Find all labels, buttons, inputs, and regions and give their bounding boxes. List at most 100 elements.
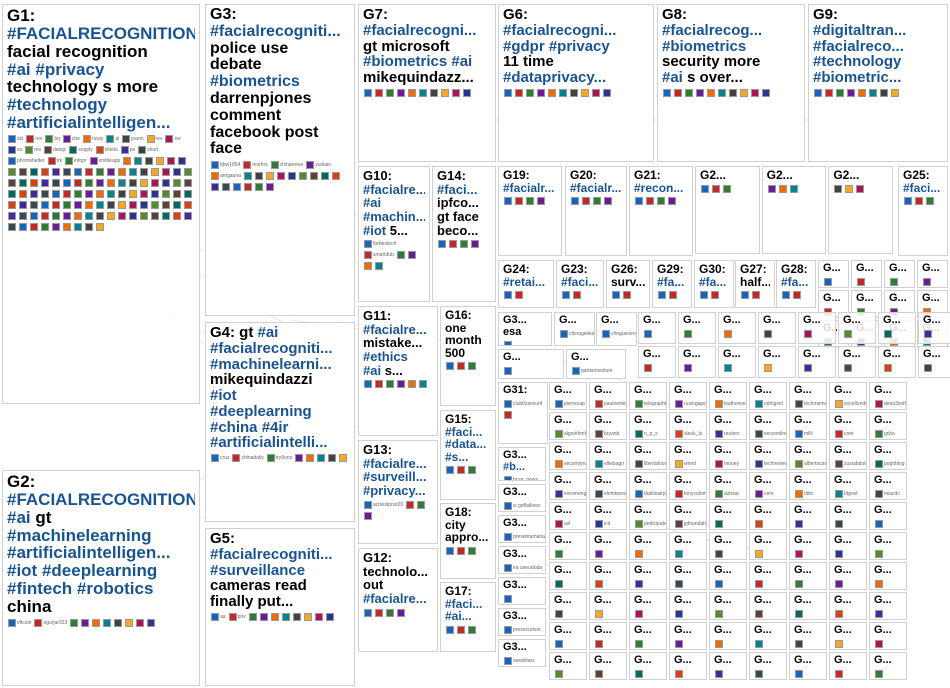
network-node	[266, 183, 274, 191]
network-node	[844, 364, 852, 372]
network-node	[85, 223, 93, 231]
tiny-cluster: G...	[829, 592, 867, 620]
tiny-cluster: G...techreview1	[749, 442, 787, 470]
cluster-G6: G6:#facialrecogni...#gdpr #privacy11 tim…	[498, 4, 654, 162]
node-row	[754, 639, 782, 649]
tiny-cluster: G...elemtesra	[589, 472, 627, 500]
network-node	[718, 89, 726, 97]
tiny-cluster: G...telegraphtech	[629, 382, 667, 410]
network-node	[595, 550, 603, 558]
tiny-cluster: G...	[818, 260, 849, 288]
network-node	[151, 201, 159, 209]
cluster-label: G...	[923, 315, 950, 327]
network-node: yustain	[306, 161, 331, 169]
node-row: activistpost20	[363, 500, 433, 521]
node-row	[794, 609, 822, 619]
network-node	[595, 640, 603, 648]
node-row	[363, 88, 491, 98]
cluster-label: G...	[923, 349, 950, 361]
cluster-label: G...	[754, 535, 782, 547]
network-node	[74, 190, 82, 198]
cluster-label: G2:#FACIALRECOGNITION#ai gt#machinelearn…	[7, 473, 195, 616]
tiny-cluster: G...	[629, 592, 667, 620]
tiny-cluster: G...	[789, 652, 827, 680]
network-node	[321, 172, 329, 180]
network-node: che	[63, 135, 80, 143]
cluster-label: G3...	[503, 518, 541, 530]
network-node	[140, 168, 148, 176]
cluster-label: G...	[674, 565, 702, 577]
network-node	[293, 613, 301, 621]
cluster-label: G...	[594, 385, 622, 397]
node-row: securitymag	[554, 459, 582, 469]
network-node	[222, 183, 230, 191]
cluster-G3h: G3...presentamaria	[498, 515, 546, 543]
cluster-label: G...	[794, 535, 822, 547]
node-row: telegraphtech	[634, 399, 662, 409]
cluster-label: G18:cityappro...	[445, 506, 491, 544]
network-node: photoshelter	[8, 157, 45, 165]
network-node	[375, 609, 383, 617]
network-node	[397, 89, 405, 97]
network-node	[875, 520, 883, 528]
cluster-label: G3...	[503, 487, 541, 499]
network-node: rusingapore	[675, 400, 707, 408]
node-row: forbestechsmartdub	[363, 239, 425, 271]
network-node	[593, 197, 601, 205]
network-node	[118, 168, 126, 176]
node-row	[794, 579, 822, 589]
network-node	[814, 89, 822, 97]
network-node	[118, 179, 126, 187]
network-node	[740, 89, 748, 97]
network-node: vftcoin	[8, 619, 31, 627]
network-node	[417, 501, 425, 509]
tiny-cluster: G...	[798, 312, 836, 344]
network-node	[96, 223, 104, 231]
network-node	[52, 212, 60, 220]
tiny-cluster: G...	[829, 652, 867, 680]
node-row	[674, 639, 702, 649]
cluster-label: G...	[634, 625, 662, 637]
cluster-label: G4: gt #ai#facialrecogniti...#machinelea…	[210, 325, 350, 451]
network-node: eecsonline	[755, 430, 787, 438]
cluster-label: G...	[674, 625, 702, 637]
node-row	[634, 669, 662, 679]
network-node	[468, 466, 476, 474]
network-node	[562, 291, 570, 299]
network-node: algorithmhe	[555, 430, 587, 438]
network-node	[184, 168, 192, 176]
node-row: excellondon	[834, 399, 862, 409]
cluster-label: G...	[874, 595, 902, 607]
network-node	[715, 610, 723, 618]
cluster-label: G...	[922, 293, 943, 305]
cluster-label: G...	[803, 315, 831, 327]
network-node	[140, 201, 148, 209]
tiny-cluster: G...btgovt	[829, 472, 867, 500]
network-node	[282, 613, 290, 621]
tiny-cluster: G...	[749, 622, 787, 650]
network-node	[635, 550, 643, 558]
node-row	[634, 579, 662, 589]
tiny-cluster: G...	[549, 532, 587, 560]
network-node	[712, 185, 720, 193]
network-node	[926, 197, 934, 205]
network-node: zusudatotd	[835, 460, 867, 468]
network-node: xmbleapp	[90, 157, 121, 165]
network-node	[504, 341, 512, 346]
tiny-cluster: G...	[838, 346, 876, 378]
network-node	[858, 89, 866, 97]
tiny-cluster: G...bryanb	[589, 412, 627, 440]
node-row	[874, 609, 902, 619]
network-node	[764, 330, 772, 338]
node-row	[634, 196, 688, 206]
node-row	[794, 669, 822, 679]
network-node	[107, 190, 115, 198]
network-node: chinanews	[271, 161, 304, 169]
network-node	[526, 197, 534, 205]
cluster-label: G5:#facialrecogniti...#surveillancecamer…	[210, 531, 350, 610]
node-row: eecsonline	[754, 429, 782, 439]
cluster-label: G...	[554, 505, 582, 517]
network-node	[30, 201, 38, 209]
network-node	[755, 640, 763, 648]
tiny-cluster: G...	[918, 312, 950, 344]
